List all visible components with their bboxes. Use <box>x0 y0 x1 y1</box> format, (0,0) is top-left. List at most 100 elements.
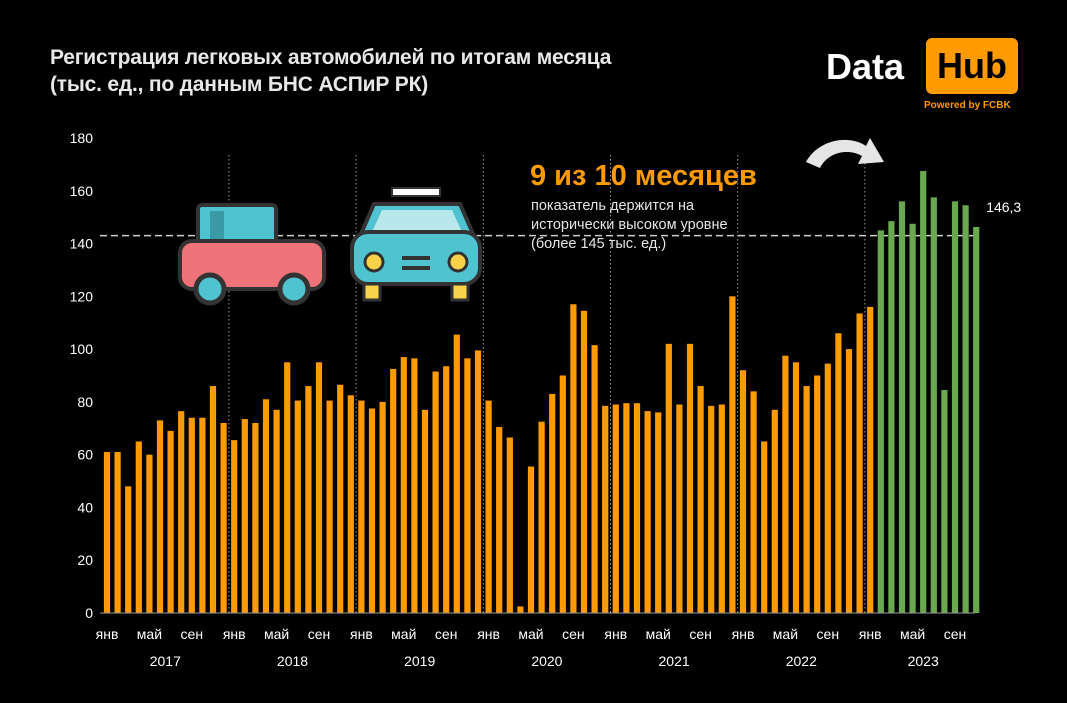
y-tick-label: 160 <box>70 183 94 199</box>
bar <box>686 343 694 613</box>
bar <box>623 403 630 613</box>
bar <box>241 419 248 613</box>
x-month-label: май <box>264 626 289 642</box>
bar <box>792 362 800 613</box>
chart-title: Регистрация легковых автомобилей по итог… <box>50 44 611 98</box>
logo-powered-text: Powered by FCBK <box>924 100 1011 111</box>
bar <box>146 454 153 613</box>
bar <box>644 411 651 613</box>
y-tick-label: 100 <box>70 341 94 357</box>
bar <box>262 399 270 613</box>
bar <box>220 423 227 613</box>
bar <box>432 371 439 613</box>
y-tick-label: 0 <box>85 605 93 621</box>
bar <box>252 423 259 613</box>
y-tick-label: 20 <box>77 552 93 568</box>
bar <box>156 420 164 613</box>
x-month-label: сен <box>562 626 585 642</box>
bar <box>888 221 895 613</box>
bar <box>941 390 948 613</box>
curved-arrow-icon <box>806 138 884 168</box>
bar <box>920 170 927 613</box>
bar <box>803 386 810 613</box>
x-month-label: янв <box>350 626 373 642</box>
bar <box>845 349 853 613</box>
bar <box>496 426 503 613</box>
logo-data-text: Data <box>826 46 905 87</box>
bar <box>368 408 376 613</box>
bar <box>750 391 757 613</box>
bar <box>390 368 397 613</box>
bar <box>114 452 121 613</box>
x-month-label: янв <box>477 626 500 642</box>
title-line-2: (тыс. ед., по данным БНС АСПиР РК) <box>50 73 429 96</box>
bar <box>178 411 185 613</box>
bar <box>464 358 471 613</box>
x-month-label: сен <box>308 626 331 642</box>
bar <box>612 404 619 613</box>
x-month-label: май <box>773 626 798 642</box>
title-line-1: Регистрация легковых автомобилей по итог… <box>50 46 612 69</box>
bar <box>951 201 959 614</box>
x-month-label: сен <box>181 626 204 642</box>
bar <box>379 401 386 613</box>
bar <box>103 452 111 613</box>
x-month-label: янв <box>859 626 882 642</box>
x-month-label: май <box>518 626 543 642</box>
x-month-label: сен <box>689 626 712 642</box>
last-value-label: 146,3 <box>986 199 1021 215</box>
bar <box>209 386 217 613</box>
bar <box>771 409 778 613</box>
y-tick-label: 120 <box>70 288 94 304</box>
x-month-label: май <box>900 626 925 642</box>
bar <box>453 334 460 613</box>
bar <box>411 358 418 613</box>
bar <box>485 400 492 613</box>
bar <box>930 197 937 613</box>
logo-hub-badge: Hub <box>926 38 1018 94</box>
bar <box>697 386 704 613</box>
x-month-label: сен <box>817 626 840 642</box>
bar <box>135 441 142 613</box>
bar <box>877 230 884 613</box>
bar <box>549 393 556 613</box>
bar <box>633 403 641 613</box>
bar <box>188 417 195 613</box>
bar <box>443 366 450 613</box>
x-month-label: сен <box>944 626 967 642</box>
bar <box>867 306 874 613</box>
annotation-headline: 9 из 10 месяцев <box>530 160 757 192</box>
bar <box>231 440 238 613</box>
bar <box>782 355 789 613</box>
y-tick-label: 140 <box>70 236 94 252</box>
bar <box>167 430 174 613</box>
bar <box>273 409 280 613</box>
x-year-label: 2021 <box>659 653 690 669</box>
bar <box>315 362 323 613</box>
x-month-label: сен <box>435 626 458 642</box>
bar <box>294 400 301 613</box>
bar <box>962 205 969 613</box>
bar <box>655 412 662 613</box>
bar <box>506 437 513 613</box>
bar <box>358 400 365 613</box>
bar <box>199 417 206 613</box>
bar <box>517 606 524 613</box>
bar <box>676 404 683 613</box>
red-car-icon <box>178 203 326 306</box>
bar <box>814 375 821 613</box>
y-tick-label: 40 <box>77 499 93 515</box>
x-month-label: янв <box>732 626 755 642</box>
y-tick-label: 60 <box>77 447 93 463</box>
bar <box>474 350 482 613</box>
bar <box>602 405 609 613</box>
x-month-label: май <box>137 626 162 642</box>
bar <box>347 395 354 613</box>
bar <box>898 201 906 614</box>
bar <box>708 405 715 613</box>
bar <box>856 313 863 613</box>
x-month-label: янв <box>223 626 246 642</box>
taxi-icon <box>350 187 482 302</box>
x-year-label: 2018 <box>277 653 308 669</box>
